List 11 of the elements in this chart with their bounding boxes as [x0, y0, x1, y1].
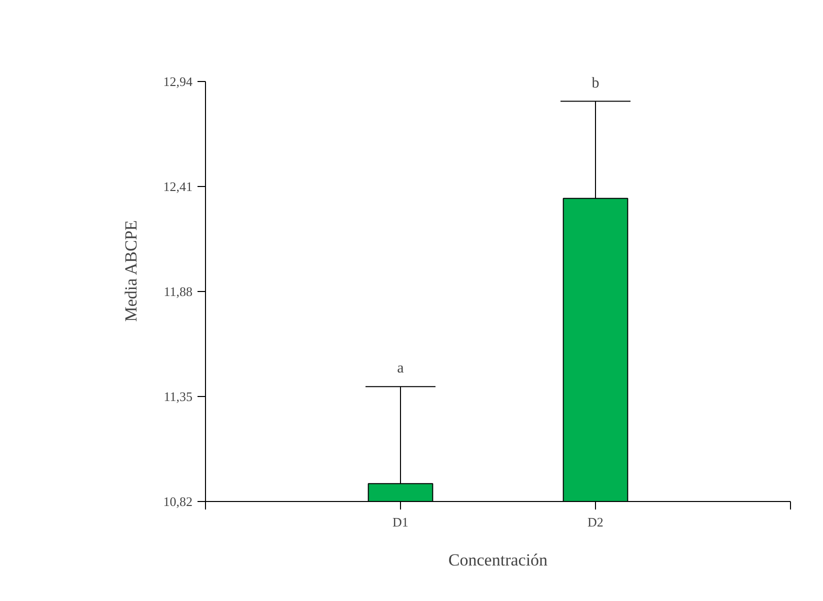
- y-tick-label: 11,88: [164, 284, 193, 299]
- annotation: b: [592, 75, 600, 92]
- y-tick-label: 12,94: [163, 74, 193, 89]
- annotation: a: [397, 360, 404, 377]
- x-axis-title: Concentración: [448, 550, 548, 570]
- x-tick-label: D1: [392, 514, 408, 530]
- y-tick-label: 11,35: [164, 389, 193, 404]
- x-tick-label: D2: [588, 514, 604, 530]
- y-axis-title: Media ABCPE: [121, 220, 140, 322]
- y-tick-label: 12,41: [163, 179, 192, 194]
- y-tick-label: 10,82: [163, 494, 192, 509]
